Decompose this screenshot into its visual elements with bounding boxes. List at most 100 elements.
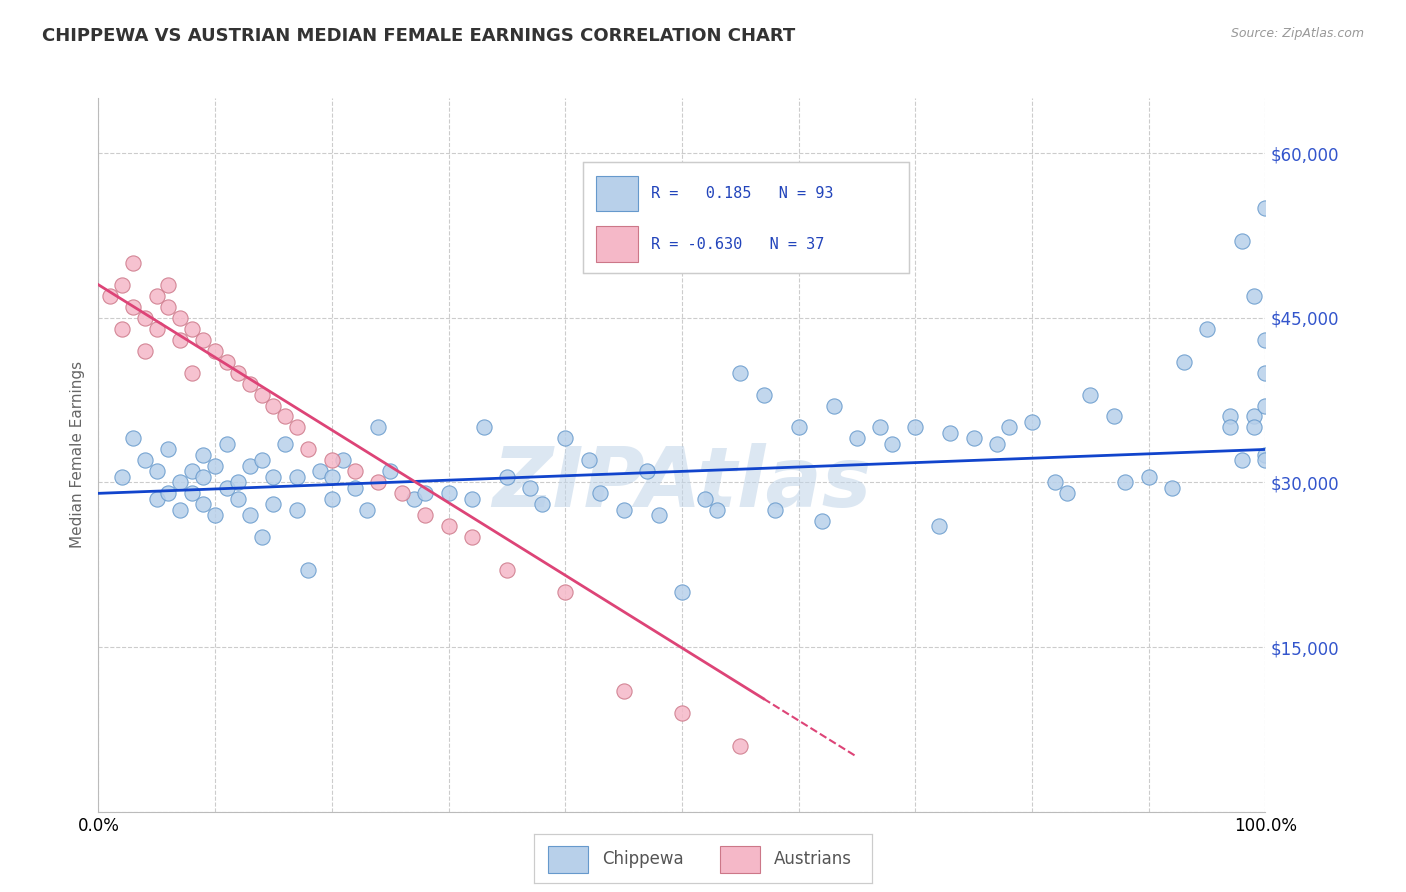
- Point: [134, 453, 156, 467]
- Point: [111, 470, 134, 484]
- Point: [1254, 201, 1277, 215]
- Point: [111, 321, 134, 335]
- Point: [391, 486, 413, 500]
- Point: [228, 491, 250, 506]
- Point: [997, 420, 1019, 434]
- Point: [169, 475, 191, 490]
- Point: [1195, 321, 1218, 335]
- Bar: [596, 176, 638, 211]
- Point: [111, 277, 134, 292]
- Point: [367, 420, 389, 434]
- Point: [1056, 486, 1078, 500]
- Point: [274, 437, 297, 451]
- Point: [134, 343, 156, 358]
- Point: [1219, 409, 1241, 424]
- Y-axis label: Median Female Earnings: Median Female Earnings: [70, 361, 86, 549]
- Point: [309, 464, 332, 478]
- Point: [869, 420, 891, 434]
- Point: [169, 333, 191, 347]
- Point: [262, 497, 284, 511]
- Point: [495, 563, 517, 577]
- Point: [752, 387, 775, 401]
- Point: [193, 497, 215, 511]
- Point: [157, 486, 180, 500]
- Point: [495, 470, 517, 484]
- Point: [193, 448, 215, 462]
- Point: [193, 333, 215, 347]
- Point: [1021, 415, 1043, 429]
- Point: [157, 442, 180, 457]
- Point: [215, 437, 238, 451]
- Point: [146, 464, 169, 478]
- Point: [437, 486, 460, 500]
- Point: [811, 514, 834, 528]
- Point: [1102, 409, 1125, 424]
- Point: [122, 432, 145, 446]
- Point: [180, 464, 202, 478]
- Point: [1114, 475, 1136, 490]
- Text: Austrians: Austrians: [773, 849, 852, 868]
- Point: [169, 503, 191, 517]
- Point: [169, 310, 191, 325]
- Point: [297, 563, 319, 577]
- Point: [239, 508, 262, 523]
- Point: [962, 432, 984, 446]
- Point: [986, 437, 1008, 451]
- Point: [1243, 289, 1265, 303]
- Text: R = -0.630   N = 37: R = -0.630 N = 37: [651, 236, 825, 252]
- Point: [1254, 399, 1277, 413]
- Point: [928, 519, 950, 533]
- Point: [344, 464, 367, 478]
- Point: [215, 481, 238, 495]
- Point: [378, 464, 402, 478]
- Point: [239, 376, 262, 391]
- Text: R =   0.185   N = 93: R = 0.185 N = 93: [651, 186, 834, 201]
- Point: [321, 491, 343, 506]
- Point: [904, 420, 927, 434]
- Point: [204, 508, 226, 523]
- Bar: [720, 847, 761, 873]
- Point: [787, 420, 810, 434]
- Point: [204, 458, 226, 473]
- Bar: [596, 227, 638, 262]
- Point: [134, 310, 156, 325]
- Point: [530, 497, 553, 511]
- Point: [204, 343, 226, 358]
- Point: [285, 503, 308, 517]
- Point: [1045, 475, 1067, 490]
- Point: [250, 387, 273, 401]
- Point: [122, 300, 145, 314]
- Point: [228, 366, 250, 380]
- Point: [98, 289, 121, 303]
- Point: [730, 739, 752, 753]
- Point: [146, 289, 169, 303]
- Point: [1230, 453, 1253, 467]
- Point: [262, 470, 284, 484]
- Point: [613, 503, 636, 517]
- Point: [671, 706, 693, 720]
- Point: [636, 464, 658, 478]
- Point: [1254, 448, 1277, 462]
- Point: [1080, 387, 1102, 401]
- Point: [356, 503, 378, 517]
- Point: [157, 277, 180, 292]
- Point: [413, 486, 436, 500]
- Point: [1243, 420, 1265, 434]
- Point: [285, 470, 308, 484]
- Point: [250, 530, 273, 544]
- Point: [321, 453, 343, 467]
- Point: [1254, 333, 1277, 347]
- Point: [461, 491, 484, 506]
- Point: [589, 486, 612, 500]
- Point: [344, 481, 367, 495]
- Point: [763, 503, 786, 517]
- Point: [367, 475, 389, 490]
- Point: [1219, 420, 1241, 434]
- Point: [297, 442, 319, 457]
- Point: [613, 684, 636, 698]
- Point: [846, 432, 869, 446]
- Point: [939, 425, 962, 440]
- Text: Chippewa: Chippewa: [602, 849, 683, 868]
- Point: [180, 321, 202, 335]
- Text: CHIPPEWA VS AUSTRIAN MEDIAN FEMALE EARNINGS CORRELATION CHART: CHIPPEWA VS AUSTRIAN MEDIAN FEMALE EARNI…: [42, 27, 796, 45]
